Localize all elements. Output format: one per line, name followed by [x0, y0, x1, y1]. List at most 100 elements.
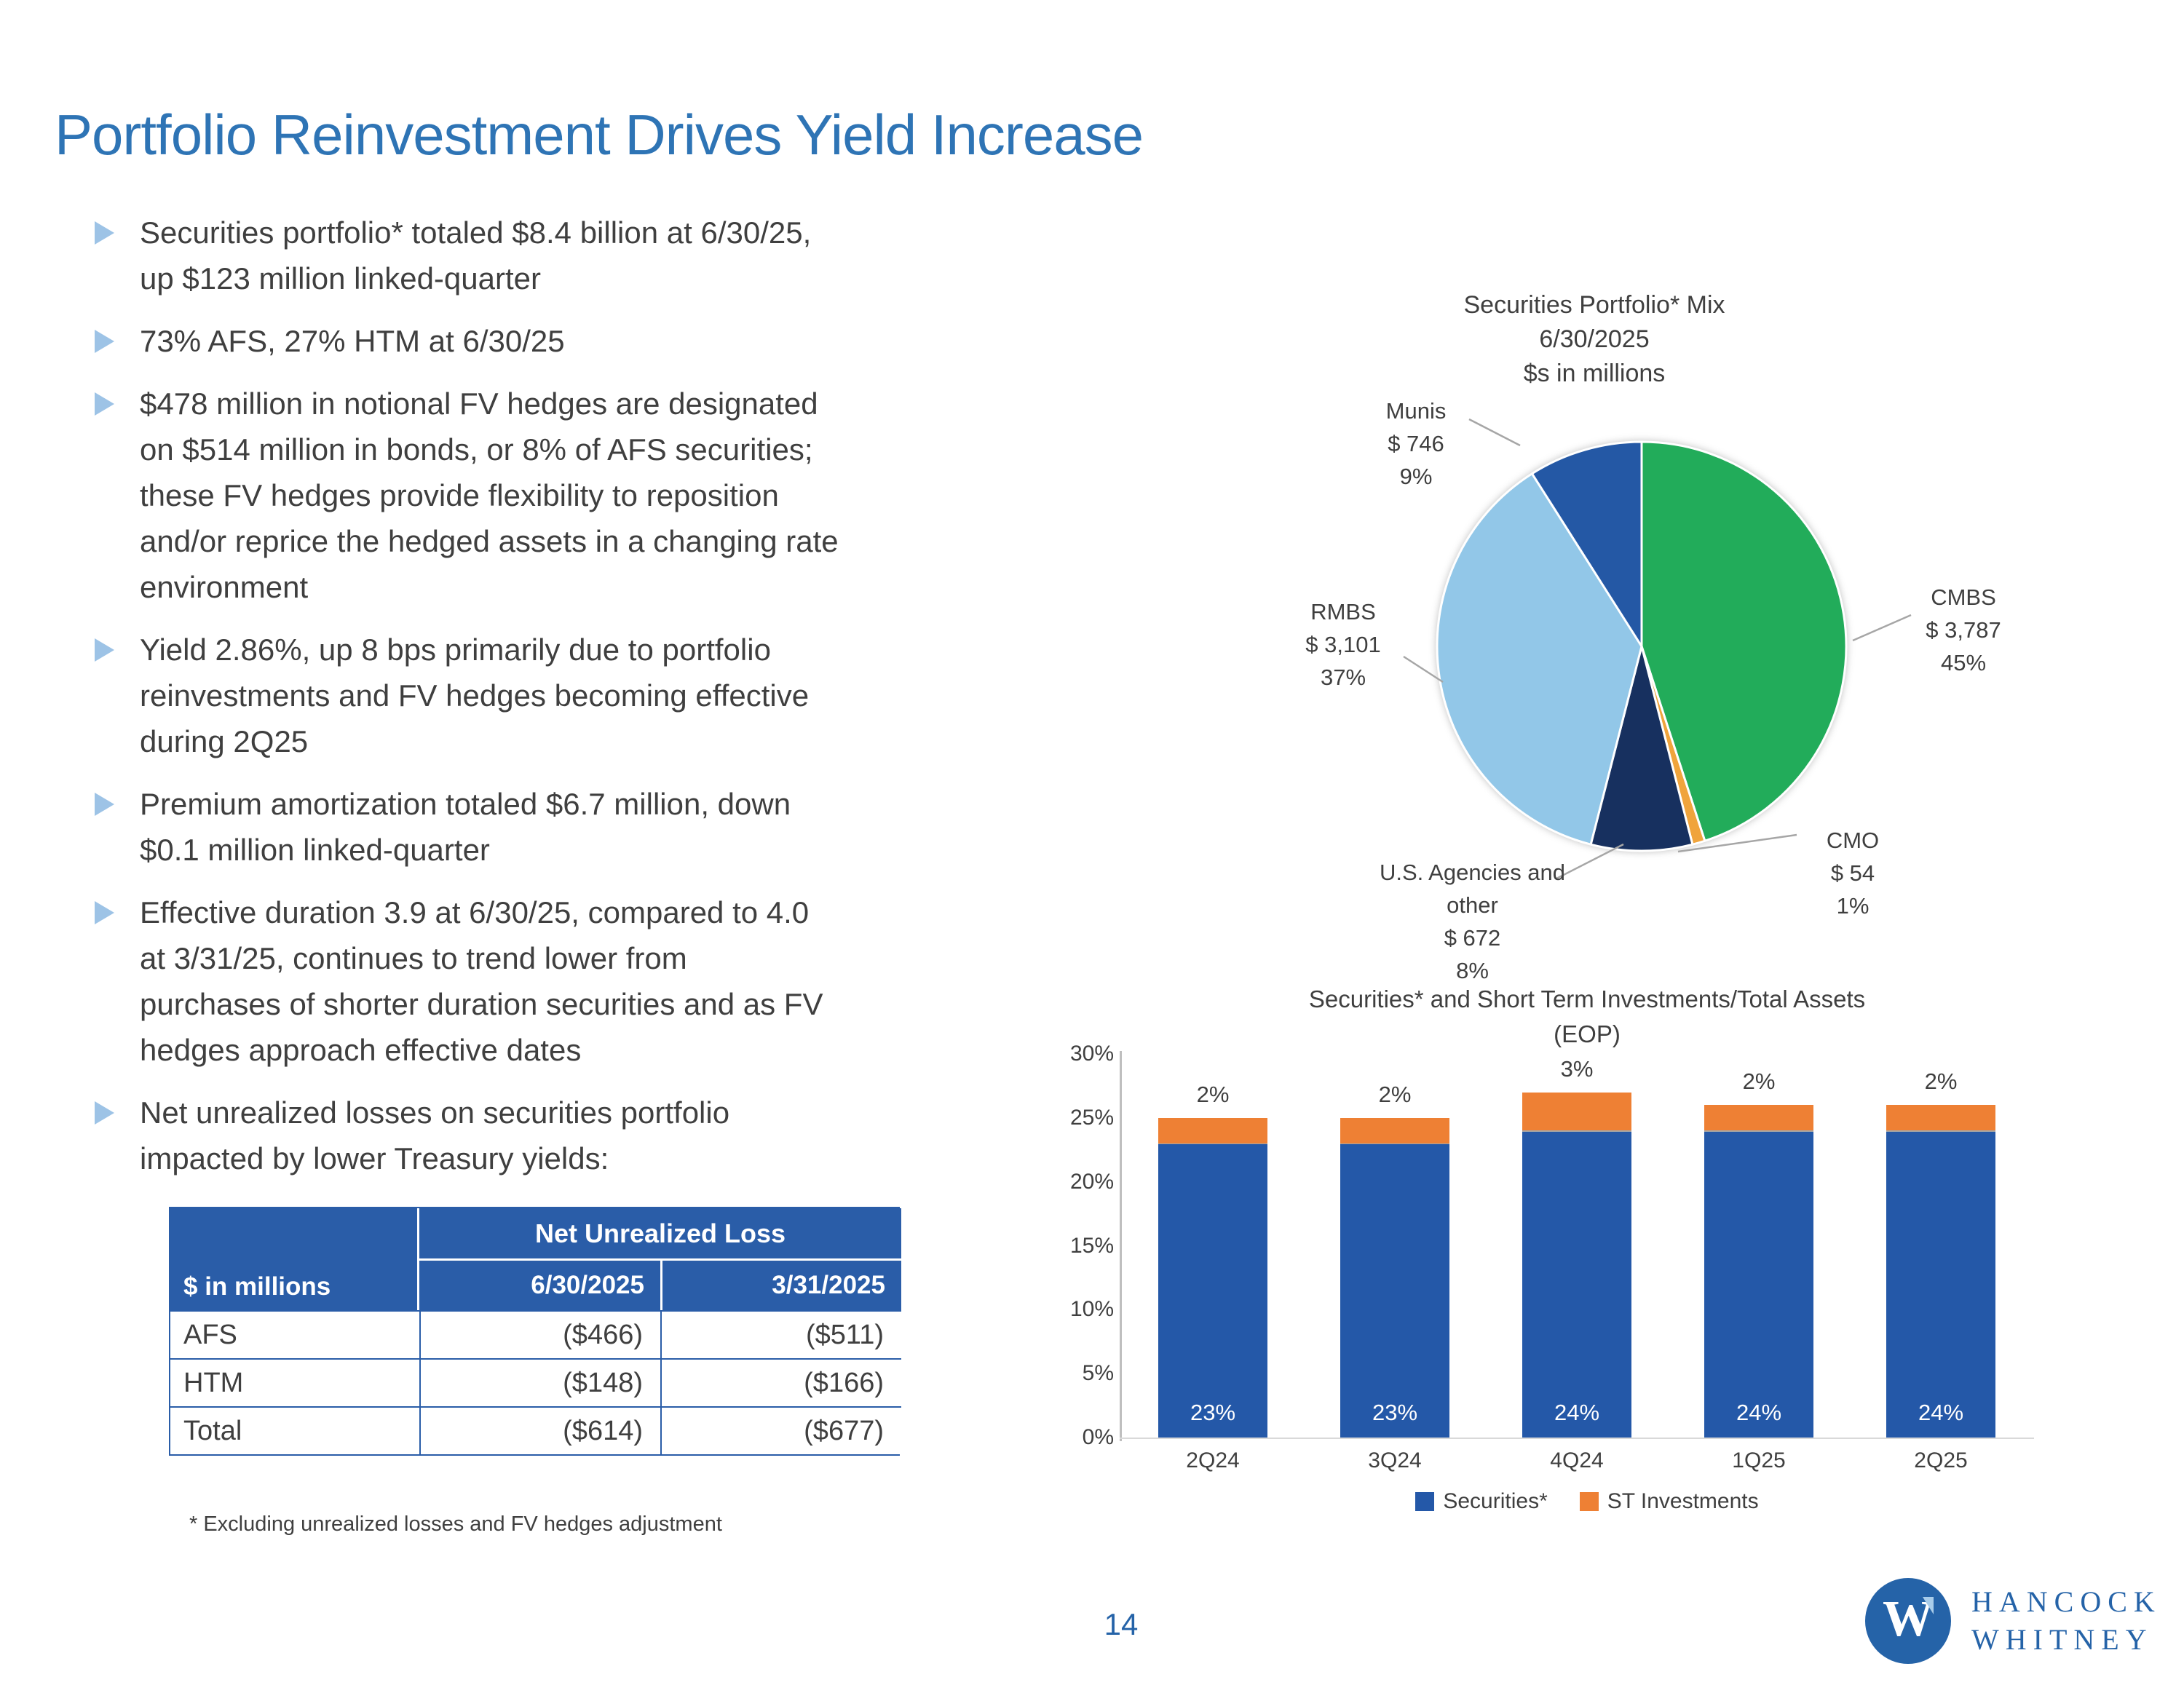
bar-segment-st-investments-3q24	[1340, 1117, 1449, 1143]
pie-title-date: 6/30/2025	[1539, 325, 1650, 353]
x-tick-label-2q24: 2Q24	[1186, 1448, 1240, 1472]
bar-value-label-securities: 23%	[1190, 1400, 1236, 1425]
logo-circle-mark: W	[1865, 1578, 1951, 1664]
bar-chart: Securities* and Short Term Investments/T…	[1056, 975, 2118, 1550]
bar-segment-divider	[1886, 1129, 1995, 1132]
x-tick-label-1q25: 1Q25	[1732, 1448, 1786, 1472]
y-tick-label: 30%	[1069, 1042, 1114, 1066]
bar-segment-securities-3q24	[1340, 1143, 1449, 1438]
bar-segment-securities-2q25	[1886, 1130, 1995, 1438]
legend-item-securities: Securities*	[1415, 1489, 1548, 1514]
bullet-item: $478 million in notional FV hedges are d…	[93, 381, 1040, 610]
logo-triangle-icon	[1923, 1597, 1934, 1614]
table-corner-header: $ in millions	[170, 1208, 419, 1310]
pie-label-munis: Munis $ 746 9%	[1385, 398, 1447, 489]
bullet-text: 73% AFS, 27% HTM at 6/30/25	[140, 324, 565, 358]
bar-plot: 23% 2% 23% 2% 24% 3% 24% 2% 24% 2%	[1122, 1054, 2032, 1438]
bar-segment-divider	[1340, 1142, 1449, 1145]
table-group-header: Net Unrealized Loss	[419, 1208, 901, 1261]
bar-value-label-st-investments: 2%	[1924, 1069, 1958, 1095]
bullet-text: Premium amortization totaled $6.7 millio…	[140, 787, 791, 867]
table-cell: ($511)	[660, 1310, 901, 1358]
bar-value-label-securities: 24%	[1554, 1400, 1600, 1425]
pie-label-cmo: CMO $ 54 1%	[1826, 828, 1880, 919]
bullet-item: Net unrealized losses on securities port…	[93, 1090, 1040, 1181]
y-tick-label: 5%	[1082, 1361, 1114, 1386]
y-tick-label: 25%	[1069, 1105, 1114, 1130]
y-tick-label: 0%	[1082, 1425, 1114, 1449]
page-number: 14	[1104, 1607, 1139, 1641]
bullet-text: Yield 2.86%, up 8 bps primarily due to p…	[140, 633, 810, 758]
securities-swatch-icon	[1415, 1492, 1435, 1511]
bar-segment-st-investments-4q24	[1522, 1092, 1631, 1131]
bar-segment-divider	[1704, 1129, 1813, 1132]
x-tick-label-3q24: 3Q24	[1368, 1448, 1422, 1472]
pie-slice-munis	[1530, 440, 1643, 648]
bar-chart-subtitle: (EOP)	[1554, 1020, 1621, 1047]
y-tick-label: 10%	[1069, 1297, 1114, 1322]
pie-title-units: $s in millions	[1523, 360, 1666, 387]
table-column-header: 6/30/2025	[419, 1261, 660, 1310]
bar-segment-securities-4q24	[1522, 1130, 1631, 1438]
bullet-list: Securities portfolio* totaled $8.4 billi…	[93, 210, 1040, 1198]
table-row-label: Total	[170, 1406, 419, 1454]
bullet-triangle-icon	[95, 901, 114, 924]
bar-value-label-securities: 24%	[1736, 1400, 1782, 1425]
bullet-text: $478 million in notional FV hedges are d…	[140, 386, 839, 604]
bar-segment-securities-2q24	[1158, 1143, 1267, 1438]
y-axis-line	[1120, 1051, 1122, 1441]
pie-chart: Securities Portfolio* Mix 6/30/2025 $s i…	[1238, 284, 2126, 997]
bullet-text: Effective duration 3.9 at 6/30/25, compa…	[140, 895, 823, 1067]
bar-segment-securities-1q25	[1704, 1130, 1813, 1438]
bar-value-label-st-investments: 2%	[1378, 1081, 1412, 1107]
y-tick-label: 15%	[1069, 1233, 1114, 1258]
st-investments-swatch-icon	[1579, 1492, 1599, 1511]
bullet-item: Yield 2.86%, up 8 bps primarily due to p…	[93, 627, 1040, 764]
x-tick-label-2q25: 2Q25	[1914, 1448, 1968, 1472]
table-row-label: AFS	[170, 1310, 419, 1358]
net-unrealized-loss-table: $ in millions Net Unrealized Loss 6/30/2…	[169, 1207, 901, 1456]
table-row-label: HTM	[170, 1358, 419, 1406]
bullet-item: Premium amortization totaled $6.7 millio…	[93, 781, 1040, 873]
y-axis-ticks: 0% 5% 10% 15% 20% 25% 30%	[1056, 1042, 1114, 1449]
footnote: * Excluding unrealized losses and FV hed…	[189, 1512, 722, 1536]
bullet-triangle-icon	[95, 330, 114, 353]
pie-label-cmbs: CMBS $ 3,787 45%	[1926, 584, 2001, 675]
x-axis-line	[1120, 1438, 2034, 1439]
bullet-text: Securities portfolio* totaled $8.4 billi…	[140, 215, 812, 296]
pie-slice-cmbs	[1640, 440, 1848, 842]
bar-chart-title: Securities* and Short Term Investments/T…	[1308, 986, 1866, 1012]
bar-legend: Securities* ST Investments	[1056, 1489, 2118, 1514]
bullet-triangle-icon	[95, 638, 114, 662]
table-column-header: 3/31/2025	[660, 1261, 901, 1310]
table-cell: ($614)	[419, 1406, 660, 1454]
legend-item-st-investments: ST Investments	[1579, 1489, 1759, 1514]
bar-value-label-st-investments: 2%	[1196, 1081, 1230, 1107]
table-cell: ($466)	[419, 1310, 660, 1358]
y-tick-label: 20%	[1069, 1169, 1114, 1194]
pie-label-us-agencies: U.S. Agencies and other $ 672 8%	[1379, 860, 1566, 983]
bullet-triangle-icon	[95, 392, 114, 416]
bar-segment-st-investments-2q24	[1158, 1117, 1267, 1143]
pie-label-rmbs: RMBS $ 3,101 37%	[1305, 599, 1381, 690]
bullet-item: Effective duration 3.9 at 6/30/25, compa…	[93, 889, 1040, 1073]
bullet-item: 73% AFS, 27% HTM at 6/30/25	[93, 318, 1040, 364]
table-cell: ($148)	[419, 1358, 660, 1406]
table-cell: ($677)	[660, 1406, 901, 1454]
bar-value-label-securities: 23%	[1372, 1400, 1418, 1425]
logo-wordmark: HANCOCK WHITNEY	[1971, 1585, 2161, 1656]
bar-segment-st-investments-2q25	[1886, 1105, 1995, 1131]
x-tick-label-4q24: 4Q24	[1550, 1448, 1604, 1472]
page-title: Portfolio Reinvestment Drives Yield Incr…	[55, 103, 1144, 167]
bullet-triangle-icon	[95, 221, 114, 245]
bar-value-label-securities: 24%	[1918, 1400, 1964, 1425]
bar-segment-divider	[1158, 1142, 1267, 1145]
bullet-text: Net unrealized losses on securities port…	[140, 1095, 730, 1175]
bullet-triangle-icon	[95, 793, 114, 816]
bar-segment-divider	[1522, 1129, 1631, 1132]
bullet-triangle-icon	[95, 1101, 114, 1125]
hancock-whitney-logo: W HANCOCK WHITNEY	[1865, 1578, 2161, 1664]
bar-segment-st-investments-1q25	[1704, 1105, 1813, 1131]
bar-value-label-st-investments: 2%	[1742, 1069, 1776, 1095]
